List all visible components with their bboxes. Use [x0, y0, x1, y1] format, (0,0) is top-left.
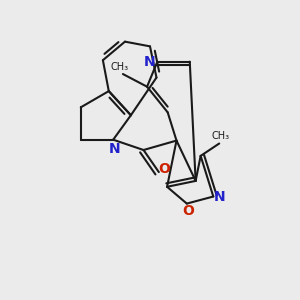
Text: O: O — [182, 204, 194, 218]
Text: CH₃: CH₃ — [111, 62, 129, 72]
Text: O: O — [158, 162, 170, 176]
Text: CH₃: CH₃ — [212, 131, 230, 141]
Text: N: N — [108, 142, 120, 155]
Text: N: N — [143, 55, 155, 69]
Text: N: N — [214, 190, 226, 203]
